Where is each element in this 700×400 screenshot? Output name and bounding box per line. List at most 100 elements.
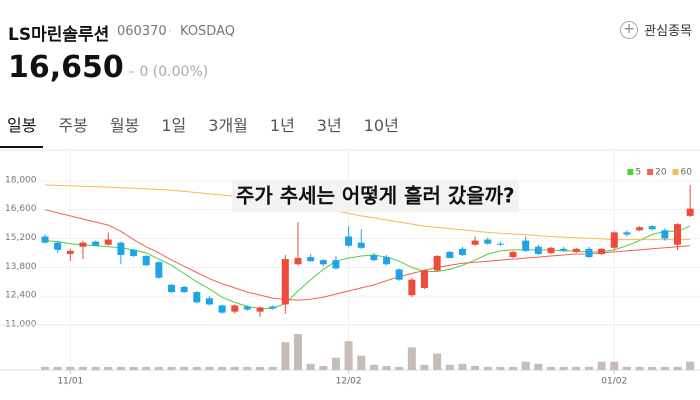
volume-bar xyxy=(496,366,505,370)
volume-bar xyxy=(445,364,454,370)
candle-body xyxy=(54,242,62,250)
volume-bar xyxy=(622,366,631,370)
candle-body xyxy=(661,230,669,239)
volume-bar xyxy=(382,365,391,370)
legend-swatch xyxy=(672,169,679,175)
period-tab[interactable]: 1년 xyxy=(269,116,295,135)
period-tabs: 일봉 주봉 월봉 1일 3개월 1년 3년 10년 xyxy=(0,110,414,148)
candle-body xyxy=(168,284,175,293)
candle-body xyxy=(370,255,378,261)
candle-body xyxy=(674,224,681,245)
volume-bar xyxy=(483,366,492,370)
volume-bar xyxy=(648,366,657,370)
period-tab[interactable]: 일봉 xyxy=(0,110,44,148)
legend-label: 5 xyxy=(635,168,641,178)
volume-bar xyxy=(673,366,682,370)
volume-bar xyxy=(395,366,404,370)
candle-body xyxy=(648,226,656,230)
candle-body xyxy=(560,248,568,251)
candle-body xyxy=(484,239,492,244)
volume-bar xyxy=(129,366,138,370)
candle-body xyxy=(421,270,428,288)
volume-bar xyxy=(572,366,581,370)
volume-bar xyxy=(41,366,49,370)
volume-bar xyxy=(142,366,151,370)
volume-bar xyxy=(104,366,113,370)
annotation-background xyxy=(232,180,519,212)
volume-bar xyxy=(66,366,75,370)
volume-bar xyxy=(53,366,62,370)
volume-bar xyxy=(294,334,302,370)
watch-button[interactable]: + 관심종목 xyxy=(620,20,692,39)
candle-body xyxy=(395,269,403,280)
price: 16,650 xyxy=(8,50,124,85)
candle-body xyxy=(357,242,365,248)
candle-body xyxy=(509,251,517,258)
volume-bar xyxy=(319,365,328,370)
candle-body xyxy=(585,248,593,258)
period-tab[interactable]: 1일 xyxy=(161,116,187,135)
candle-body xyxy=(269,306,277,309)
volume-bar xyxy=(230,366,239,370)
period-tab[interactable]: 3개월 xyxy=(208,116,248,135)
candle-body xyxy=(142,256,150,266)
period-tab[interactable]: 주봉 xyxy=(58,116,88,135)
y-tick-label: 18,000 xyxy=(5,175,37,185)
flat-sign: – xyxy=(128,64,135,80)
y-tick-label: 12,400 xyxy=(5,291,37,301)
volume-bar xyxy=(597,361,606,370)
candle-body xyxy=(307,257,315,262)
candle-body xyxy=(180,286,188,293)
change: 0 (0.00%) xyxy=(139,64,209,80)
candle-body xyxy=(231,305,239,312)
volume-bar xyxy=(547,366,555,370)
watch-label: 관심종목 xyxy=(644,24,692,39)
moving-average xyxy=(44,209,691,301)
period-tab[interactable]: 10년 xyxy=(363,116,399,135)
candle-body xyxy=(636,227,644,231)
volume-bar xyxy=(167,366,176,370)
volume-bar xyxy=(407,347,416,370)
candle-body xyxy=(243,306,251,310)
candle-body xyxy=(408,279,416,296)
volume-bar xyxy=(281,342,290,370)
y-tick-label: 13,800 xyxy=(5,262,37,272)
candle-body xyxy=(117,242,125,255)
volume-bar xyxy=(256,366,265,370)
y-tick-label: 15,200 xyxy=(5,233,37,243)
volume-bar xyxy=(243,366,252,370)
volume-bar xyxy=(471,365,480,370)
volume-bar xyxy=(91,366,100,370)
volume-bar xyxy=(78,366,87,370)
volume-bar xyxy=(420,364,429,370)
x-tick-label: 12/02 xyxy=(336,377,362,387)
volume-bar xyxy=(509,366,518,370)
candle-body xyxy=(104,239,112,245)
candle-body xyxy=(534,246,542,254)
period-tab[interactable]: 월봉 xyxy=(109,116,140,135)
volume-bar xyxy=(686,361,695,370)
candle-body xyxy=(66,250,74,254)
volume-bar xyxy=(116,366,125,370)
candle-body xyxy=(522,240,530,251)
x-tick-label: 11/01 xyxy=(57,377,83,387)
candle-body xyxy=(193,292,201,303)
candle-body xyxy=(610,232,618,248)
volume-bar xyxy=(458,363,467,370)
candle-body xyxy=(458,248,466,255)
y-tick-label: 16,600 xyxy=(5,204,37,214)
volume-bar xyxy=(154,366,163,370)
volume-bar xyxy=(218,366,227,370)
candle-body xyxy=(471,240,479,245)
candle-body xyxy=(496,243,504,245)
period-tab[interactable]: 3년 xyxy=(316,116,342,135)
stock-code: 060370 xyxy=(117,24,167,39)
volume-bar xyxy=(369,364,378,370)
candle-body xyxy=(294,258,302,265)
volume-bar xyxy=(433,353,442,370)
volume-bar xyxy=(306,363,315,370)
volume-bar xyxy=(357,355,366,370)
moving-average xyxy=(44,184,691,241)
volume-bar xyxy=(268,366,277,370)
